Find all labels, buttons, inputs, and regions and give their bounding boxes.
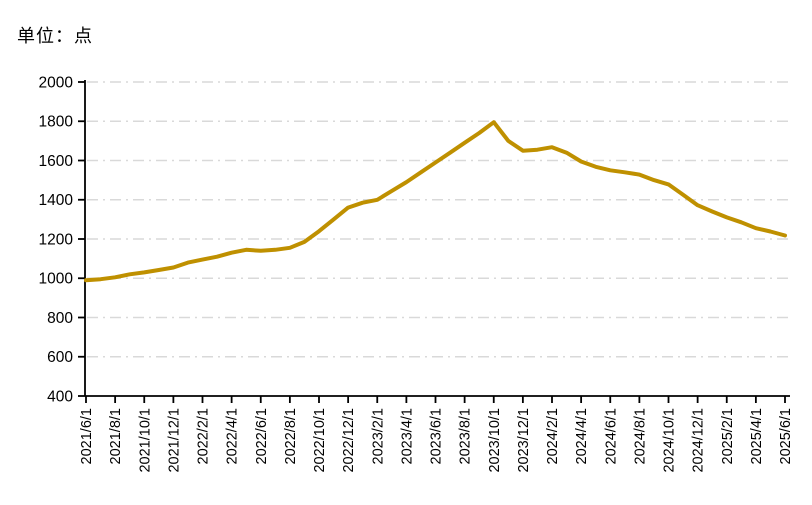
x-tick-label: 2024/8/1 [632,408,648,464]
y-tick-label: 400 [47,388,73,405]
y-tick-label: 1200 [39,231,74,248]
x-tick-label: 2025/4/1 [749,408,765,464]
x-tick-label: 2024/4/1 [574,408,590,464]
y-tick-label: 1600 [39,153,74,170]
x-tick-label: 2024/10/1 [662,408,678,473]
y-tick-label: 1800 [39,114,74,131]
x-tick-label: 2021/6/1 [79,408,95,464]
x-tick-label: 2022/4/1 [225,408,241,464]
y-tick-label: 1000 [39,271,74,288]
x-tick-label: 2025/2/1 [720,408,736,464]
x-tick-label: 2025/6/1 [778,408,794,464]
x-tick-label: 2021/12/1 [166,408,182,473]
x-tick-label: 2022/6/1 [254,408,270,464]
y-tick-label: 800 [47,310,73,327]
x-tick-label: 2022/2/1 [196,408,212,464]
x-tick-label: 2024/12/1 [691,408,707,473]
x-tick-label: 2023/12/1 [516,408,532,473]
x-tick-label: 2023/6/1 [429,408,445,464]
unit-label: 单位：点 [17,26,93,46]
x-tick-label: 2023/8/1 [458,408,474,464]
x-tick-label: 2024/2/1 [545,408,561,464]
y-tick-label: 2000 [39,74,74,91]
x-tick-label: 2023/2/1 [370,408,386,464]
data-series-line [84,120,787,283]
x-tick-label: 2021/10/1 [137,408,153,473]
y-tick-label: 600 [47,349,73,366]
x-tick-label: 2022/8/1 [283,408,299,464]
x-tick-label: 2022/12/1 [341,408,357,473]
x-tick-label: 2023/4/1 [399,408,415,464]
x-tick-label: 2022/10/1 [312,408,328,473]
y-tick-label: 1400 [39,192,74,209]
x-tick-label: 2023/10/1 [487,408,503,473]
x-tick-label: 2024/6/1 [603,408,619,464]
x-tick-label: 2021/8/1 [108,408,124,464]
